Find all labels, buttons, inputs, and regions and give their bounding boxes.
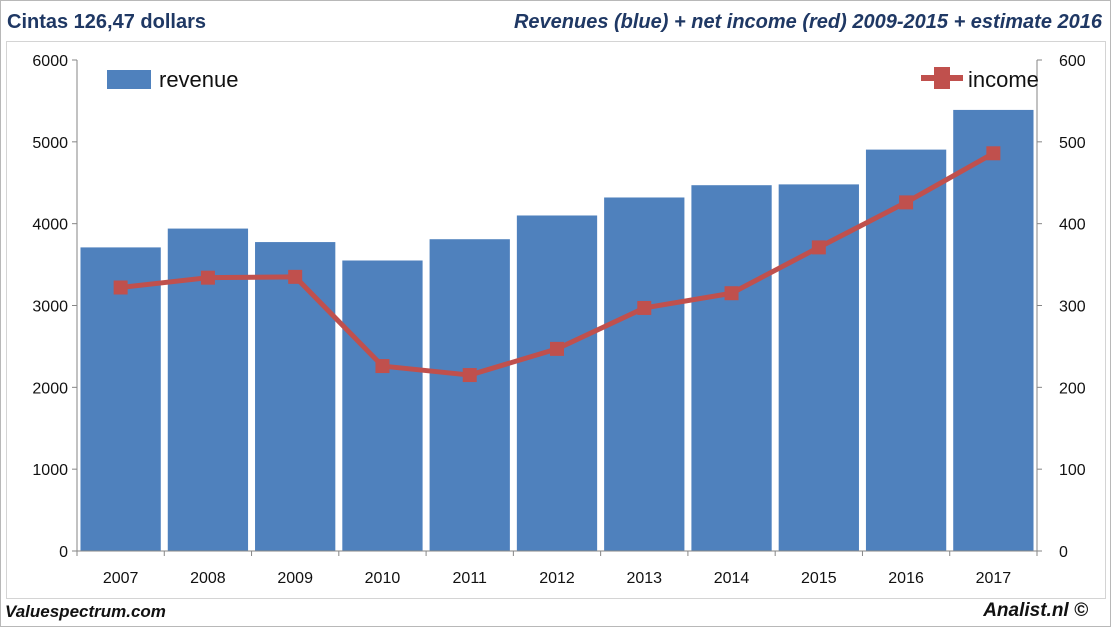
revenue-bar — [429, 239, 510, 551]
x-tick-label: 2009 — [277, 570, 313, 587]
legend-revenue-label: revenue — [159, 67, 239, 92]
footer-source-left: Valuespectrum.com — [5, 602, 166, 621]
y-right-tick-label: 0 — [1059, 544, 1068, 561]
y-left-tick-label: 5000 — [32, 135, 68, 152]
y-left-tick-label: 4000 — [32, 217, 68, 234]
y-left-tick-label: 6000 — [32, 53, 68, 70]
x-tick-label: 2014 — [714, 570, 750, 587]
income-point — [986, 146, 1001, 161]
revenue-bar — [255, 242, 336, 551]
footer-source-right: Analist.nl © — [983, 600, 1088, 621]
y-left-tick-label: 0 — [59, 544, 68, 561]
income-point — [637, 300, 652, 315]
x-tick-label: 2007 — [103, 570, 139, 587]
revenue-bar — [865, 149, 947, 552]
revenue-bar — [953, 109, 1034, 551]
income-point — [724, 286, 739, 301]
income-point — [375, 359, 390, 374]
y-left-tick-label: 3000 — [32, 299, 68, 316]
x-tick-label: 2012 — [539, 570, 575, 587]
x-tick-label: 2008 — [190, 570, 226, 587]
revenue-bar — [691, 185, 772, 551]
income-point — [200, 270, 215, 285]
revenue-bar — [778, 184, 859, 552]
x-tick-label: 2013 — [626, 570, 662, 587]
revenue-bar — [604, 197, 685, 552]
income-point — [811, 240, 826, 255]
y-right-tick-label: 500 — [1059, 135, 1086, 152]
legend-income-marker — [934, 67, 950, 89]
income-point — [113, 280, 128, 295]
revenue-bar — [342, 260, 423, 551]
combo-chart: 0 1000 2000 3000 4000 5000 6000 0 100 200 300 400 50… — [32, 53, 1086, 587]
y-left-tick-label: 1000 — [32, 462, 68, 479]
x-tick-label: 2011 — [453, 570, 488, 587]
x-tick-label: 2010 — [365, 570, 401, 587]
income-point — [288, 269, 303, 284]
plot-area: 0 1000 2000 3000 4000 5000 6000 0 100 200 300 400 50… — [6, 41, 1106, 599]
legend-revenue-swatch — [107, 70, 151, 89]
x-tick-label: 2016 — [888, 570, 924, 587]
y-left-tick-label: 2000 — [32, 380, 68, 397]
income-point — [550, 341, 564, 356]
x-tick-label: 2017 — [976, 570, 1012, 587]
revenue-bar — [80, 247, 161, 552]
chart-header-right: Revenues (blue) + net income (red) 2009-… — [513, 11, 1102, 33]
y-right-tick-label: 200 — [1059, 380, 1086, 397]
legend-income-label: income — [968, 67, 1039, 92]
x-tick-label: 2015 — [801, 570, 837, 587]
income-point — [462, 368, 477, 383]
y-right-tick-label: 600 — [1059, 53, 1086, 70]
y-right-tick-label: 400 — [1059, 217, 1086, 234]
income-point — [899, 195, 914, 210]
y-right-tick-label: 100 — [1059, 462, 1086, 479]
revenue-bar — [516, 215, 598, 551]
y-right-tick-label: 300 — [1059, 299, 1086, 316]
chart-header-left: Cintas 126,47 dollars — [7, 11, 206, 33]
